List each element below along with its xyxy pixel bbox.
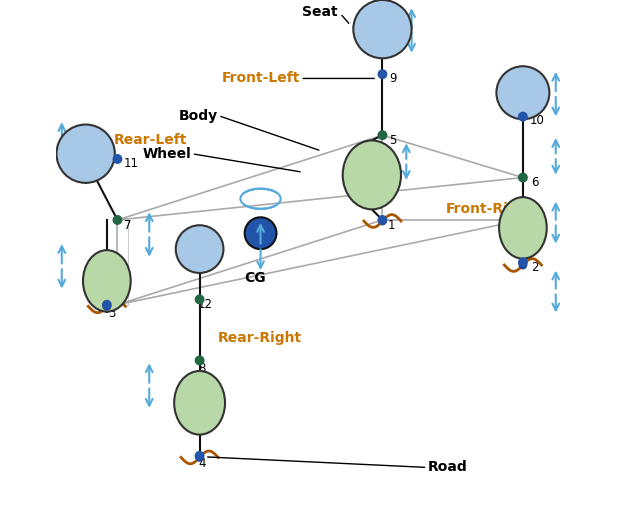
Circle shape [379, 217, 386, 225]
Text: 8: 8 [198, 362, 205, 375]
Text: 5: 5 [389, 134, 396, 147]
Circle shape [353, 0, 412, 58]
Ellipse shape [83, 250, 131, 312]
Text: 6: 6 [531, 176, 538, 189]
Circle shape [195, 452, 204, 460]
Text: 1: 1 [388, 219, 395, 232]
Circle shape [57, 125, 115, 183]
Circle shape [378, 70, 386, 78]
Circle shape [519, 261, 527, 269]
Text: CG: CG [244, 271, 266, 285]
Ellipse shape [343, 140, 401, 209]
Text: Rear-Left: Rear-Left [114, 134, 187, 147]
Text: 2: 2 [531, 261, 538, 274]
Circle shape [113, 155, 122, 163]
Circle shape [113, 216, 122, 224]
Circle shape [176, 225, 224, 273]
Circle shape [519, 173, 527, 182]
Circle shape [195, 295, 204, 304]
Circle shape [496, 66, 549, 119]
Circle shape [103, 303, 111, 310]
Text: Body: Body [179, 109, 218, 122]
Text: Rear-Right: Rear-Right [218, 331, 302, 345]
Circle shape [378, 216, 386, 224]
Circle shape [519, 258, 527, 267]
Text: Wheel: Wheel [143, 147, 192, 161]
Circle shape [378, 131, 386, 139]
Text: 3: 3 [108, 307, 115, 320]
Circle shape [244, 217, 276, 249]
Text: 4: 4 [198, 457, 206, 470]
Circle shape [196, 454, 203, 461]
Text: 9: 9 [390, 72, 397, 85]
Circle shape [519, 112, 527, 121]
Text: 11: 11 [124, 157, 139, 170]
Text: 7: 7 [124, 219, 131, 232]
Circle shape [103, 301, 111, 309]
Ellipse shape [499, 197, 547, 259]
Ellipse shape [174, 371, 225, 435]
Text: Seat: Seat [302, 5, 338, 19]
Text: 12: 12 [198, 298, 213, 311]
Text: 10: 10 [529, 114, 544, 127]
Text: Front-Left: Front-Left [222, 72, 300, 85]
Text: Front-Right: Front-Right [446, 202, 535, 216]
Text: Road: Road [428, 461, 467, 474]
Circle shape [195, 356, 204, 365]
